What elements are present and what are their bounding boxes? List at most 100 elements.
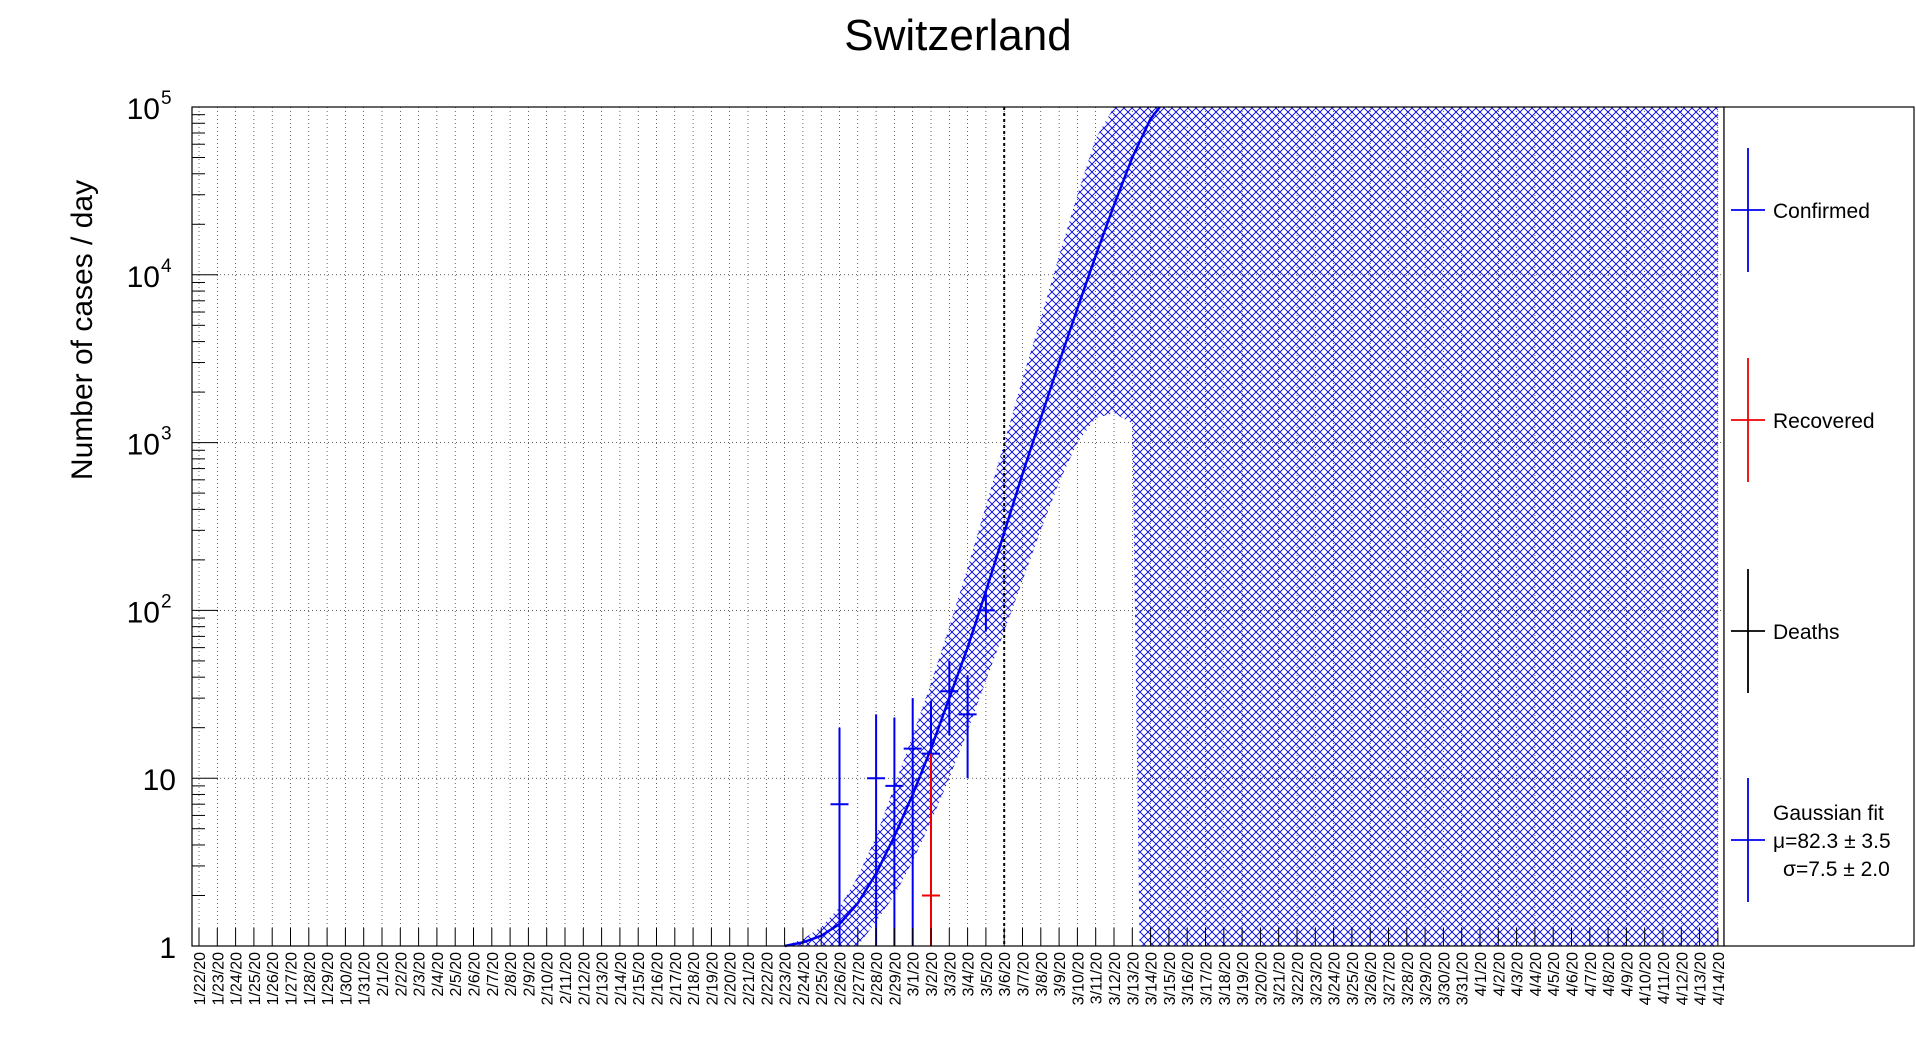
- x-tick-label: 2/11/20: [558, 952, 575, 1004]
- y-tick-label: 10 2: [127, 591, 172, 629]
- svg-text:10: 10: [143, 764, 176, 797]
- x-tick-label: 3/12/20: [1107, 952, 1124, 1005]
- legend-entry-deaths: Deaths: [1731, 569, 1840, 693]
- x-tick-label: 3/16/20: [1180, 952, 1197, 1005]
- x-tick-label: 3/26/20: [1363, 952, 1380, 1005]
- x-tick-label: 4/13/20: [1693, 952, 1710, 1005]
- x-tick-label: 4/10/20: [1638, 952, 1655, 1005]
- x-tick-label: 3/1/20: [906, 952, 923, 997]
- x-tick-label: 2/29/20: [887, 952, 904, 1005]
- data-point-confirmed: [830, 727, 849, 946]
- legend-entry-confirmed: Confirmed: [1731, 148, 1870, 272]
- y-axis-label: Number of cases / day: [66, 180, 99, 480]
- legend-entry-gaussian-fit: Gaussian fit μ=82.3 ± 3.5 σ=7.5 ± 2.0: [1731, 778, 1891, 902]
- x-tick-label: 2/8/20: [503, 952, 520, 997]
- fit-band-area: [784, 107, 1718, 946]
- fit-error-band: [784, 107, 1718, 946]
- x-tick-label: 3/18/20: [1217, 952, 1234, 1005]
- x-tick-label: 2/5/20: [448, 952, 465, 997]
- x-tick-label: 3/11/20: [1089, 952, 1106, 1004]
- x-axis: 1/22/20 1/23/20 1/24/20 1/25/20 1/26/20 1/27/…: [192, 928, 1728, 1005]
- legend-label: Gaussian fit: [1773, 802, 1884, 825]
- x-tick-label: 4/1/20: [1473, 952, 1490, 997]
- svg-text:10: 10: [127, 93, 160, 126]
- x-tick-label: 2/16/20: [650, 952, 667, 1005]
- legend-box: [1723, 106, 1915, 947]
- y-tick-label: 10 5: [127, 88, 172, 126]
- x-tick-label: 1/22/20: [192, 952, 209, 1005]
- svg-text:1: 1: [159, 932, 176, 965]
- data-point-recovered: [922, 753, 940, 946]
- data-point-confirmed: [903, 698, 922, 946]
- x-tick-label: 2/9/20: [521, 952, 538, 997]
- x-tick-label: 4/3/20: [1510, 952, 1527, 997]
- x-tick-label: 2/24/20: [796, 952, 813, 1005]
- data-point-confirmed: [976, 591, 995, 632]
- x-tick-label: 2/17/20: [668, 952, 685, 1005]
- data-point-confirmed: [958, 675, 977, 779]
- x-tick-label: 3/9/20: [1052, 952, 1069, 997]
- x-tick-label: 3/8/20: [1034, 952, 1051, 997]
- x-tick-label: 2/25/20: [814, 952, 831, 1005]
- x-tick-label: 2/12/20: [576, 952, 593, 1005]
- x-tick-label: 3/19/20: [1235, 952, 1252, 1005]
- x-tick-label: 4/12/20: [1674, 952, 1691, 1005]
- x-tick-label: 4/11/20: [1656, 952, 1673, 1004]
- x-tick-label: 1/28/20: [302, 952, 319, 1005]
- svg-text:2: 2: [161, 591, 172, 612]
- x-tick-label: 3/25/20: [1345, 952, 1362, 1005]
- legend-label: Confirmed: [1773, 200, 1870, 223]
- x-tick-label: 3/31/20: [1455, 952, 1472, 1005]
- x-tick-label: 1/25/20: [247, 952, 264, 1005]
- x-tick-label: 4/4/20: [1528, 952, 1545, 997]
- x-tick-label: 3/23/20: [1308, 952, 1325, 1005]
- x-tick-label: 2/13/20: [595, 952, 612, 1005]
- x-tick-label: 2/27/20: [851, 952, 868, 1005]
- x-tick-label: 1/26/20: [265, 952, 282, 1005]
- gaussian-fit-curve: [784, 106, 1161, 948]
- x-tick-label: 4/6/20: [1565, 952, 1582, 997]
- x-tick-label: 2/7/20: [485, 952, 502, 997]
- svg-text:4: 4: [161, 256, 172, 277]
- x-tick-label: 2/14/20: [613, 952, 630, 1005]
- x-tick-label: 3/7/20: [1016, 952, 1033, 997]
- x-tick-label: 3/28/20: [1400, 952, 1417, 1005]
- x-tick-label: 3/6/20: [997, 952, 1014, 997]
- x-tick-label: 3/4/20: [961, 952, 978, 997]
- x-tick-label: 4/8/20: [1601, 952, 1618, 997]
- x-tick-label: 2/22/20: [759, 952, 776, 1005]
- svg-text:5: 5: [161, 88, 172, 109]
- x-tick-label: 3/21/20: [1272, 952, 1289, 1005]
- x-tick-label: 4/5/20: [1546, 952, 1563, 997]
- x-tick-label: 3/30/20: [1436, 952, 1453, 1005]
- x-tick-label: 2/20/20: [723, 952, 740, 1005]
- y-tick-label: 10: [143, 764, 176, 797]
- legend-param-mu: μ=82.3 ± 3.5: [1773, 830, 1891, 853]
- x-tick-label: 3/20/20: [1253, 952, 1270, 1005]
- x-tick-label: 2/19/20: [704, 952, 721, 1005]
- x-tick-label: 2/28/20: [869, 952, 886, 1005]
- x-tick-label: 3/14/20: [1144, 952, 1161, 1005]
- x-tick-label: 2/26/20: [833, 952, 850, 1005]
- x-tick-label: 1/23/20: [210, 952, 227, 1005]
- svg-text:3: 3: [161, 424, 172, 445]
- legend-param-sigma: σ=7.5 ± 2.0: [1783, 858, 1890, 881]
- x-tick-label: 2/15/20: [631, 952, 648, 1005]
- x-tick-label: 2/23/20: [778, 952, 795, 1005]
- x-tick-label: 3/10/20: [1070, 952, 1087, 1005]
- legend-label: Recovered: [1773, 410, 1875, 433]
- x-tick-label: 3/3/20: [942, 952, 959, 997]
- x-tick-label: 3/24/20: [1327, 952, 1344, 1005]
- x-tick-label: 1/29/20: [320, 952, 337, 1005]
- x-tick-label: 3/5/20: [979, 952, 996, 997]
- x-tick-label: 4/9/20: [1619, 952, 1636, 997]
- data-point-confirmed: [885, 717, 904, 946]
- chart-title: Switzerland: [844, 11, 1071, 60]
- x-tick-label: 2/18/20: [686, 952, 703, 1005]
- y-tick-label: 1: [159, 932, 176, 965]
- svg-text:10: 10: [127, 261, 160, 294]
- x-tick-label: 3/27/20: [1382, 952, 1399, 1005]
- y-tick-label: 10 3: [127, 424, 172, 462]
